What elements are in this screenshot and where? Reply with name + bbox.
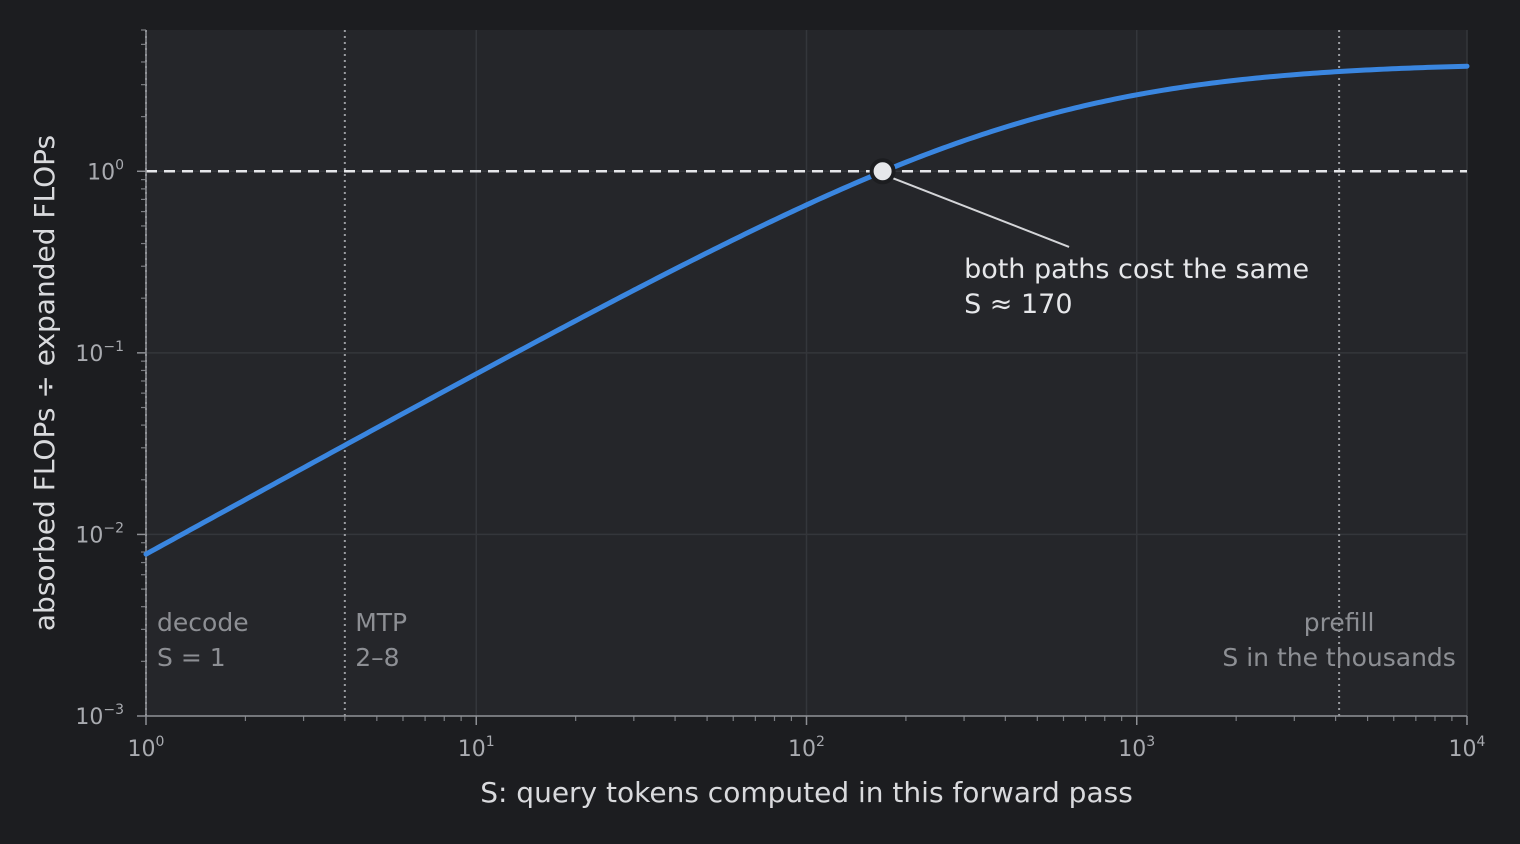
x-axis-title: S: query tokens computed in this forward… <box>480 776 1133 809</box>
x-tick-label: 100 <box>128 734 165 762</box>
y-tick-label: 100 <box>87 157 124 185</box>
region-label: prefill <box>1304 608 1375 637</box>
region-label: MTP <box>355 608 407 637</box>
region-label: S = 1 <box>157 643 226 672</box>
annotation-text: both paths cost the same <box>964 254 1309 285</box>
region-labels: decode S = 1 MTP 2–8 prefill S in the thousan… <box>157 608 1456 672</box>
region-label: decode <box>157 608 249 637</box>
series <box>143 63 1470 557</box>
series-line <box>143 63 1470 557</box>
y-tick-label: 10−3 <box>75 702 124 730</box>
x-tick-label: 104 <box>1449 734 1486 762</box>
region-label: 2–8 <box>355 643 399 672</box>
x-tick-label: 103 <box>1118 734 1155 762</box>
region-label: S in the thousands <box>1222 643 1455 672</box>
annotations: both paths cost the same S ≈ 170 <box>869 158 1309 320</box>
crossover-marker <box>869 158 896 185</box>
y-tick-label: 10−2 <box>75 520 124 548</box>
x-tick-label: 102 <box>788 734 825 762</box>
axes: 100 101 102 103 104 10−3 10−2 10−1 100 <box>75 29 1486 762</box>
annotation-leader <box>890 176 1070 248</box>
y-tick-label: 10−1 <box>75 339 124 367</box>
x-tick-label: 101 <box>458 734 495 762</box>
annotation-text: S ≈ 170 <box>964 289 1072 320</box>
y-axis-title: absorbed FLOPs ÷ expanded FLOPs <box>28 135 61 631</box>
